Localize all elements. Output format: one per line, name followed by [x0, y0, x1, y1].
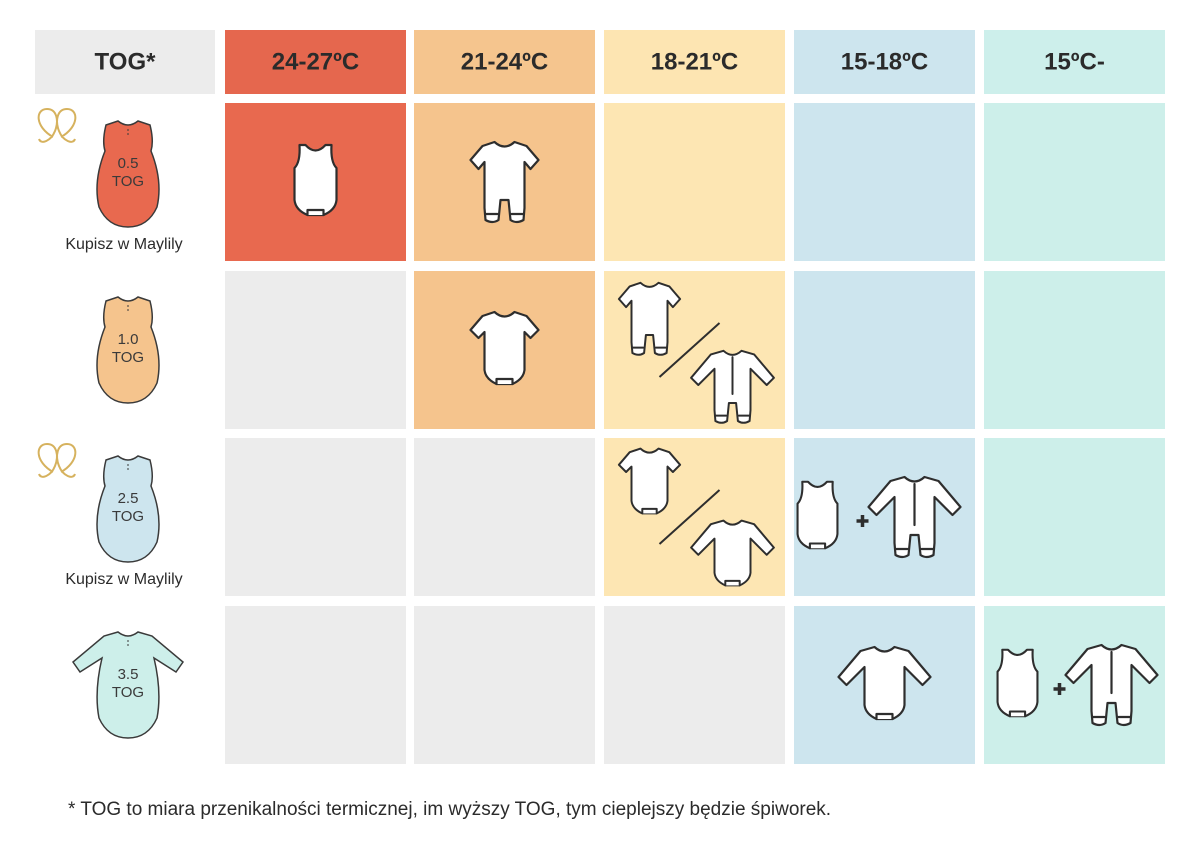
tank-icon — [796, 480, 839, 550]
cell — [984, 103, 1165, 261]
cell — [225, 271, 406, 429]
header-cell — [35, 30, 215, 94]
shop-note: Kupisz w Maylily — [65, 571, 182, 588]
header-cell — [794, 30, 975, 94]
cell — [794, 271, 975, 429]
cell — [604, 103, 785, 261]
column-label: 24-27ºC — [272, 48, 359, 75]
tog-unit: TOG — [112, 349, 144, 366]
sleeping-bag — [71, 631, 185, 739]
tank-icon — [996, 648, 1039, 718]
divider — [658, 489, 721, 545]
cell — [225, 606, 406, 764]
header-cell — [225, 30, 406, 94]
sleeping-bag — [96, 455, 160, 563]
pretzel-icon — [37, 443, 77, 478]
header-cell — [604, 30, 785, 94]
header-cell — [984, 30, 1165, 94]
column-label: 18-21ºC — [651, 48, 738, 75]
tog-unit: TOG — [112, 173, 144, 190]
cell — [984, 271, 1165, 429]
cell — [414, 438, 595, 596]
cell — [794, 103, 975, 261]
column-label: 15ºC- — [1044, 48, 1105, 75]
tog-value: 1.0 — [118, 331, 139, 348]
bag-shape — [96, 296, 160, 404]
header-label: TOG* — [95, 48, 157, 75]
shop-note: Kupisz w Maylily — [65, 236, 182, 253]
cell — [414, 606, 595, 764]
sleeping-bag — [96, 296, 160, 404]
header-cell — [414, 30, 595, 94]
bag-shape — [96, 120, 160, 228]
pretzel-icon — [37, 108, 77, 143]
tog-value: 0.5 — [118, 155, 139, 172]
cell — [225, 438, 406, 596]
column-label: 15-18ºC — [841, 48, 928, 75]
sleeping-bag — [96, 120, 160, 228]
footnote: * TOG to miara przenikalności termicznej… — [68, 799, 831, 820]
bag-shape — [71, 631, 185, 739]
tog-value: 2.5 — [118, 490, 139, 507]
cell — [984, 438, 1165, 596]
divider — [658, 322, 721, 378]
tog-unit: TOG — [112, 684, 144, 701]
column-label: 21-24ºC — [461, 48, 548, 75]
bag-shape — [96, 455, 160, 563]
tank-icon — [293, 143, 338, 217]
tog-value: 3.5 — [118, 666, 139, 683]
cell — [604, 606, 785, 764]
tog-unit: TOG — [112, 508, 144, 525]
